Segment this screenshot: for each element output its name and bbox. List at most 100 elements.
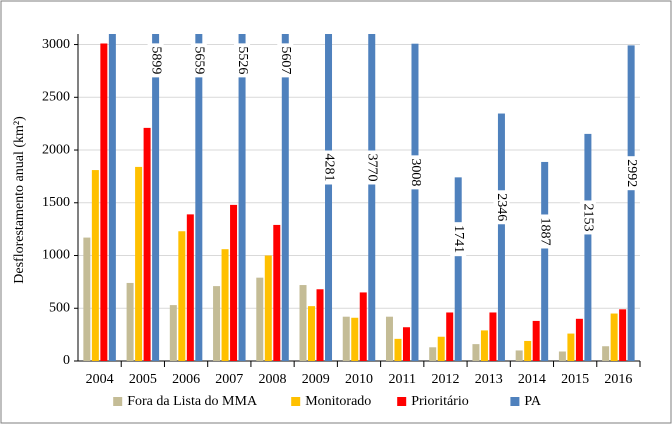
bar xyxy=(584,133,592,361)
legend-label: Fora da Lista do MMA xyxy=(127,394,258,409)
data-label: 2992 xyxy=(623,156,640,191)
x-tick-label: 2016 xyxy=(604,372,632,387)
x-tick-label: 2006 xyxy=(172,372,200,387)
legend-swatch xyxy=(397,397,407,406)
bar xyxy=(402,327,410,361)
bar xyxy=(480,330,488,361)
legend-swatch xyxy=(510,397,520,406)
data-label-box xyxy=(579,200,596,235)
bar xyxy=(394,338,402,361)
data-label-text: 2992 xyxy=(624,159,639,187)
data-label-box xyxy=(190,43,207,78)
bar xyxy=(100,43,108,361)
bar xyxy=(411,43,419,361)
data-label-text: 1887 xyxy=(537,217,552,245)
bar xyxy=(429,347,437,361)
x-tick-label: 2013 xyxy=(475,372,503,387)
data-label: 5526 xyxy=(234,43,251,78)
data-label-box xyxy=(493,190,510,225)
bar xyxy=(316,289,324,361)
x-tick-label: 2008 xyxy=(259,372,287,387)
data-label-text: 4281 xyxy=(321,154,336,182)
legend-label: PA xyxy=(524,394,542,409)
data-label-box xyxy=(320,150,337,185)
bar xyxy=(541,161,549,361)
data-label-text: 5526 xyxy=(235,46,250,74)
bar xyxy=(575,318,583,361)
data-label-text: 2346 xyxy=(494,193,509,221)
y-tick-label: 1000 xyxy=(42,248,70,263)
bar xyxy=(610,313,618,361)
bar xyxy=(213,286,221,361)
legend-swatch xyxy=(113,397,123,406)
bar xyxy=(567,333,575,361)
y-tick-label: 1500 xyxy=(42,195,70,210)
x-tick-label: 2012 xyxy=(431,372,459,387)
data-label: 2153 xyxy=(579,200,596,235)
bar xyxy=(437,336,445,361)
bar xyxy=(454,177,462,361)
data-label: 5899 xyxy=(147,43,164,78)
bar xyxy=(515,350,523,361)
bar xyxy=(619,309,627,361)
data-label: 5659 xyxy=(190,43,207,78)
x-tick-label: 2011 xyxy=(388,372,415,387)
bar xyxy=(524,340,532,361)
data-label-text: 5607 xyxy=(278,46,293,74)
bar xyxy=(627,45,635,361)
data-label-box xyxy=(406,155,423,190)
bar xyxy=(108,34,116,361)
data-label: 2346 xyxy=(493,190,510,225)
y-axis-label: Desflorestamento anual (km²) xyxy=(12,116,27,284)
bar xyxy=(532,320,540,361)
x-tick-label: 2010 xyxy=(345,372,373,387)
x-tick-label: 2015 xyxy=(561,372,589,387)
data-label: 3770 xyxy=(363,150,380,185)
bar xyxy=(264,255,272,361)
bar xyxy=(273,224,281,361)
x-tick-label: 2007 xyxy=(215,372,243,387)
bar xyxy=(169,305,177,361)
x-tick-label: 2009 xyxy=(302,372,330,387)
data-label-text: 2153 xyxy=(581,203,596,231)
data-label-text: 5659 xyxy=(192,46,207,74)
bar xyxy=(299,285,307,361)
data-label: 1887 xyxy=(536,214,553,249)
bar xyxy=(281,34,289,361)
bar xyxy=(368,34,376,361)
bar xyxy=(342,316,350,361)
bar xyxy=(472,344,480,361)
legend-swatch xyxy=(291,397,301,406)
legend-label: Prioritário xyxy=(411,394,469,409)
data-label-text: 3008 xyxy=(408,158,423,186)
bar xyxy=(325,34,333,361)
legend-label: Monitorado xyxy=(305,394,371,409)
bar xyxy=(446,312,454,361)
bar xyxy=(359,292,367,361)
bar xyxy=(221,249,229,361)
bar xyxy=(152,34,160,361)
data-label-box xyxy=(363,150,380,185)
data-label: 1741 xyxy=(450,222,467,257)
data-label-text: 3770 xyxy=(365,154,380,182)
data-label-box xyxy=(536,214,553,249)
data-label: 3008 xyxy=(406,155,423,190)
bar xyxy=(385,316,393,361)
bar xyxy=(195,34,203,361)
data-label-box xyxy=(450,222,467,257)
data-label-box xyxy=(277,43,294,78)
x-tick-label: 2014 xyxy=(518,372,546,387)
bar xyxy=(497,113,505,361)
y-tick-label: 2000 xyxy=(42,142,70,157)
bar xyxy=(126,282,134,361)
bar xyxy=(230,204,238,361)
y-tick-label: 3000 xyxy=(42,37,70,52)
bar xyxy=(83,237,91,361)
bar xyxy=(308,306,316,361)
data-label: 4281 xyxy=(320,150,337,185)
bar xyxy=(143,127,151,361)
bar xyxy=(256,277,264,361)
y-tick-label: 0 xyxy=(63,353,70,368)
bar xyxy=(489,312,497,361)
data-label-box xyxy=(147,43,164,78)
